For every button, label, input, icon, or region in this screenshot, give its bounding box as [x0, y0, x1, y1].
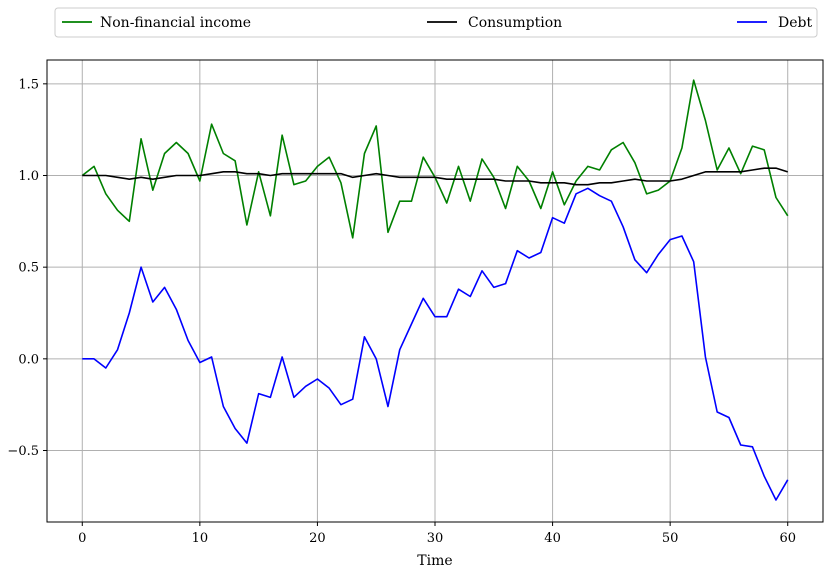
x-tick-label: 60 — [779, 531, 796, 546]
y-tick-label: 1.0 — [18, 169, 39, 184]
series-lines — [81, 79, 789, 501]
x-tick-label: 10 — [192, 531, 209, 546]
y-tick-label: 0.5 — [18, 261, 39, 276]
y-tick-label: 1.5 — [18, 77, 39, 92]
legend: Non-financial income Consumption Debt — [54, 7, 818, 38]
x-tick-label: 40 — [544, 531, 561, 546]
x-tick-label: 50 — [662, 531, 679, 546]
y-tick-label: 0.0 — [18, 352, 39, 367]
series-line-consumption — [82, 167, 788, 186]
y-axis-ticks: −0.5 0.0 0.5 1.0 1.5 — [7, 77, 47, 459]
x-tick-label: 30 — [427, 531, 444, 546]
legend-label-debt: Debt — [778, 15, 812, 31]
x-axis-label: Time — [417, 553, 452, 569]
y-tick-label: −0.5 — [7, 444, 39, 459]
series-line-debt — [82, 187, 789, 501]
x-tick-label: 20 — [309, 531, 326, 546]
legend-label-consumption: Consumption — [468, 15, 562, 31]
x-axis-ticks: 0 10 20 30 40 50 60 — [78, 522, 796, 546]
x-tick-label: 0 — [78, 531, 86, 546]
legend-label-non-financial-income: Non-financial income — [100, 15, 251, 31]
